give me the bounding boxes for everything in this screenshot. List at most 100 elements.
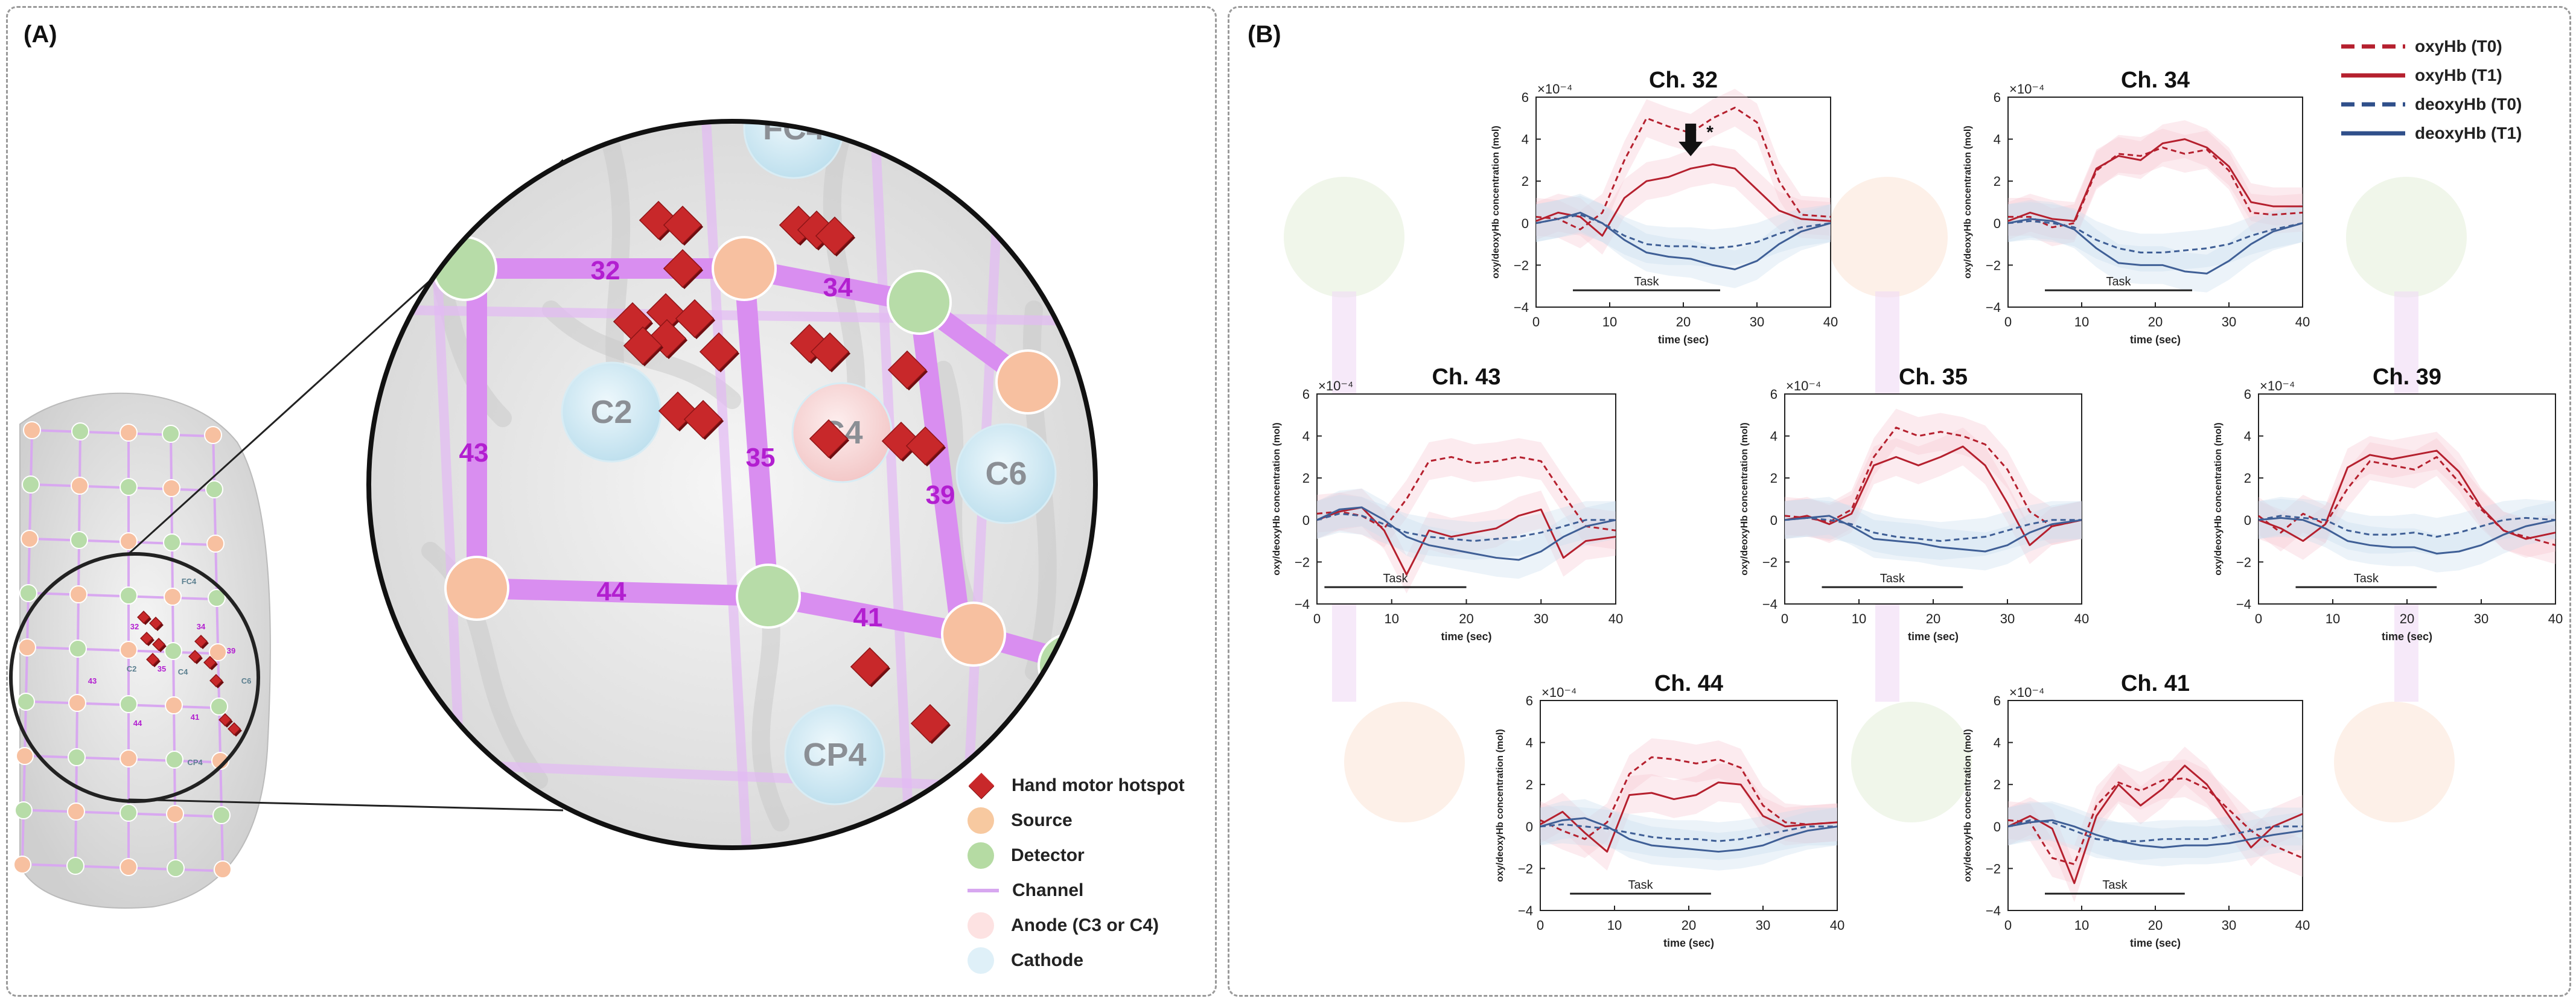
y-axis-label: oxy/deoxyHb concentration (mol)	[1491, 126, 1501, 278]
x-tick-label: 10	[1385, 611, 1399, 626]
channel-line	[467, 578, 779, 606]
error-band	[1540, 805, 1837, 860]
task-label: Task	[1628, 878, 1653, 892]
error-band	[2008, 759, 2303, 883]
y-tick-label: −4	[1514, 300, 1529, 315]
brain-detector	[14, 801, 33, 819]
y-tick-label: 4	[1522, 132, 1529, 147]
hotspot-8	[699, 332, 739, 372]
x-tick-label: 30	[2222, 314, 2236, 329]
channel-faint	[697, 121, 755, 848]
brain-detector	[69, 640, 87, 658]
legend-a-swatch-circle	[968, 947, 994, 974]
error-band	[1540, 799, 1837, 871]
channel-label-34: 34	[823, 273, 853, 302]
y-tick-label: −2	[1514, 258, 1529, 273]
brain-detector	[70, 531, 88, 549]
y-tick-label: 6	[1522, 90, 1529, 105]
legend-a-item: Source	[968, 803, 1185, 838]
x-tick-label: 0	[2255, 611, 2262, 626]
axis-exponent: ×10⁻⁴	[2009, 81, 2044, 97]
hotspot-20	[850, 647, 890, 687]
y-tick-label: 6	[2244, 387, 2251, 402]
error-band	[2259, 431, 2555, 560]
significance-arrow	[1679, 123, 1703, 156]
y-tick-label: −4	[1295, 597, 1310, 612]
brain-small-label: C6	[241, 676, 252, 685]
chart-title: Ch. 35	[1899, 364, 1968, 390]
y-tick-label: −4	[1762, 597, 1777, 612]
legend-a-label: Source	[1011, 810, 1073, 830]
y-tick-label: −4	[2236, 597, 2251, 612]
brain-small-label: FC4	[182, 577, 197, 586]
optode-source	[941, 602, 1006, 667]
x-tick-label: 0	[2004, 314, 2012, 329]
brain-source	[209, 643, 227, 661]
montage-diagram: FC4 C2 C4 C6 CP4 32 34 43 35 39 44 41 FC4 C2 C4 C6 CP4 3…	[9, 119, 1098, 909]
legend-b-swatch	[2341, 73, 2405, 78]
brain-detector	[120, 804, 138, 822]
electrode-label: CP4	[803, 737, 866, 773]
error-band	[2259, 499, 2555, 573]
background-decor	[1284, 177, 2467, 822]
brain-source	[23, 421, 41, 439]
panel-a-label: (A)	[24, 21, 57, 48]
brain-small-label: 44	[133, 719, 142, 728]
hotspot-16	[887, 350, 927, 390]
error-band	[1785, 408, 2082, 545]
series-line-deoxyhbt0	[2258, 515, 2556, 538]
x-tick-label: 30	[2474, 611, 2488, 626]
hotspot-1	[663, 205, 703, 245]
error-band	[2008, 200, 2303, 293]
brain-hotspot-6	[188, 650, 202, 663]
legend-a-label: Cathode	[1011, 950, 1083, 970]
brain-small-label: 34	[197, 622, 206, 631]
channel-label-44: 44	[597, 577, 626, 606]
brain-source	[206, 535, 225, 553]
error-band	[1785, 427, 2082, 564]
hotspot-15	[810, 332, 850, 372]
series-line-oxyhbt1	[1316, 506, 1616, 576]
panel-b-label: (B)	[1248, 21, 1281, 48]
series-line-oxyhbt0	[2008, 147, 2303, 229]
series-line-deoxyhbt1	[2258, 516, 2556, 554]
x-tick-label: 0	[1313, 611, 1321, 626]
axis-exponent: ×10⁻⁴	[1537, 81, 1572, 97]
x-axis-label: time (sec)	[1663, 937, 1714, 949]
brain-detector	[71, 422, 89, 440]
y-tick-label: 0	[1770, 513, 1777, 528]
optode-source	[712, 236, 777, 301]
x-tick-label: 40	[2295, 314, 2310, 329]
error-band	[1540, 763, 1837, 871]
brain-source	[68, 694, 86, 712]
legend-a-swatch-diamond	[968, 772, 995, 799]
brain-source	[120, 532, 138, 550]
x-tick-label: 30	[2000, 611, 2015, 626]
optode-source	[444, 556, 509, 621]
channel-label-32: 32	[591, 256, 620, 285]
legend-a: Hand motor hotspot Source Detector Channel A…	[968, 768, 1185, 978]
x-tick-label: 0	[1781, 611, 1788, 626]
series-line-deoxyhbt0	[1535, 214, 1831, 250]
brain-hotspot-4	[146, 653, 159, 666]
significance-asterisk: *	[1706, 122, 1714, 142]
legend-a-label: Detector	[1011, 845, 1085, 865]
legend-a-label: Anode (C3 or C4)	[1011, 915, 1159, 935]
legend-a-item: Detector	[968, 838, 1185, 873]
decor-optode	[1827, 177, 1948, 297]
brain-detector	[162, 425, 180, 443]
channel-label-43: 43	[459, 438, 489, 468]
axis-exponent: ×10⁻⁴	[1541, 685, 1577, 700]
legend-b-swatch	[2341, 131, 2405, 136]
y-axis-label: oxy/deoxyHb concentration (mol)	[1495, 729, 1505, 882]
hotspot-4	[646, 293, 686, 332]
x-tick-label: 30	[1534, 611, 1548, 626]
brain-hotspot-10	[228, 722, 241, 736]
chart-title: Ch. 43	[1432, 364, 1500, 390]
error-band	[2259, 497, 2555, 556]
brain-source	[204, 426, 222, 444]
error-band	[1785, 497, 2082, 571]
brain-detector	[19, 584, 37, 602]
brain-source	[162, 479, 180, 497]
